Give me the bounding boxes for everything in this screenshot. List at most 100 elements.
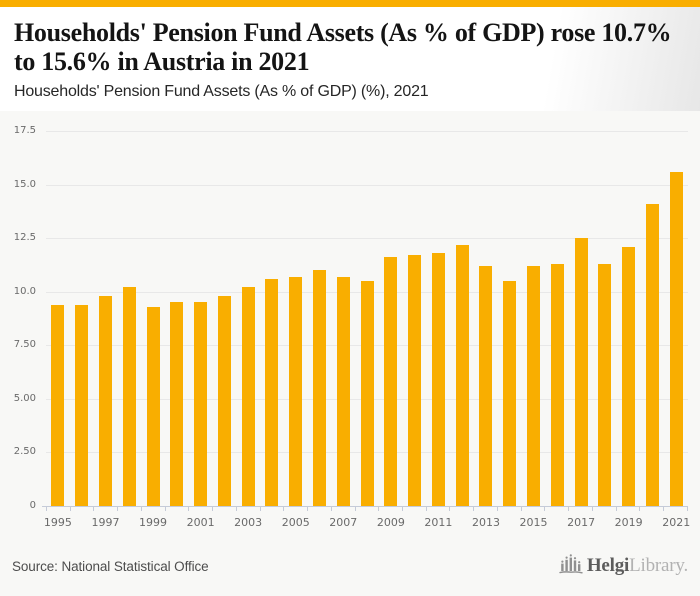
bar-2011[interactable] bbox=[431, 253, 445, 506]
x-tick bbox=[46, 506, 70, 511]
bar-slot-2013 bbox=[474, 131, 498, 506]
bar-2020[interactable] bbox=[645, 203, 659, 506]
bar-2002[interactable] bbox=[217, 296, 231, 506]
x-tick-label: 2011 bbox=[424, 516, 453, 529]
x-label-cell: 2019 bbox=[614, 516, 643, 531]
x-tick bbox=[402, 506, 426, 511]
x-tick-label: 2021 bbox=[662, 516, 691, 529]
x-label-cell: 2005 bbox=[281, 516, 310, 531]
x-tick bbox=[283, 506, 307, 511]
x-tick-label: 1997 bbox=[91, 516, 120, 529]
x-tick bbox=[496, 506, 521, 511]
source-note: Source: National Statistical Office bbox=[12, 558, 209, 574]
bar-2016[interactable] bbox=[550, 263, 564, 506]
y-tick-label: 15.0 bbox=[13, 178, 36, 190]
bar-slot-2003 bbox=[236, 131, 260, 506]
x-label-cell bbox=[165, 516, 189, 531]
y-tick-label: 12.5 bbox=[13, 232, 36, 244]
bar-2017[interactable] bbox=[574, 238, 588, 506]
x-label-cell: 1995 bbox=[43, 516, 72, 531]
x-tick bbox=[117, 506, 141, 511]
x-label-cell: 1997 bbox=[91, 516, 120, 531]
bar-2008[interactable] bbox=[360, 281, 374, 506]
bar-2006[interactable] bbox=[312, 270, 326, 506]
bar-2013[interactable] bbox=[479, 266, 493, 506]
bar-slot-1999 bbox=[141, 131, 165, 506]
bar-1998[interactable] bbox=[122, 287, 136, 506]
top-accent-banner bbox=[0, 0, 700, 7]
x-tick bbox=[663, 506, 688, 511]
bar-2000[interactable] bbox=[170, 302, 184, 506]
x-label-cell bbox=[355, 516, 379, 531]
x-tick-label: 2005 bbox=[281, 516, 310, 529]
bar-slot-2011 bbox=[427, 131, 451, 506]
bar-slot-1995 bbox=[46, 131, 70, 506]
bar-1997[interactable] bbox=[98, 296, 112, 506]
bar-2018[interactable] bbox=[598, 263, 612, 506]
bar-slot-2021 bbox=[664, 131, 688, 506]
bar-2010[interactable] bbox=[408, 255, 422, 506]
x-tick bbox=[544, 506, 568, 511]
bar-slot-2000 bbox=[165, 131, 189, 506]
bar-slot-2012 bbox=[450, 131, 474, 506]
x-tick-label: 2013 bbox=[471, 516, 500, 529]
bar-2021[interactable] bbox=[669, 171, 683, 506]
x-tick-label: 2003 bbox=[234, 516, 263, 529]
x-tick bbox=[354, 506, 379, 511]
x-label-cell: 2017 bbox=[567, 516, 595, 531]
bar-chart: 0 2.50 5.00 7.50 10.0 12.5 15.0 17.5 1995 1997 19… bbox=[0, 111, 700, 540]
bar-2015[interactable] bbox=[527, 266, 541, 506]
bar-slot-2020 bbox=[641, 131, 665, 506]
x-label-cell: 2011 bbox=[424, 516, 453, 531]
bar-2004[interactable] bbox=[265, 278, 279, 506]
bar-2014[interactable] bbox=[503, 281, 517, 506]
x-tick bbox=[639, 506, 663, 511]
bar-slot-1997 bbox=[94, 131, 118, 506]
chart-subtitle: Households' Pension Fund Assets (As % of… bbox=[14, 83, 429, 100]
x-tick-label: 1995 bbox=[43, 516, 72, 529]
bar-slot-2006 bbox=[308, 131, 332, 506]
bar-1996[interactable] bbox=[75, 304, 89, 506]
x-tick bbox=[69, 506, 94, 511]
bar-2003[interactable] bbox=[241, 287, 255, 506]
bar-2007[interactable] bbox=[336, 276, 350, 506]
x-label-cell: 2021 bbox=[662, 516, 691, 531]
x-label-cell: 2013 bbox=[471, 516, 500, 531]
bar-2001[interactable] bbox=[194, 302, 208, 506]
x-axis-labels: 1995 1997 1999 2001 2003 2005 2007 2009 2011 2013… bbox=[43, 516, 691, 531]
bar-2019[interactable] bbox=[622, 246, 636, 506]
x-tick-label: 2001 bbox=[186, 516, 215, 529]
x-tick-label: 2015 bbox=[519, 516, 548, 529]
x-label-cell bbox=[212, 516, 236, 531]
x-label-cell: 2003 bbox=[234, 516, 263, 531]
x-label-cell bbox=[593, 516, 617, 531]
x-label-cell bbox=[70, 516, 94, 531]
x-label-cell bbox=[498, 516, 522, 531]
page-title: Households' Pension Fund Assets (As % of… bbox=[14, 18, 672, 76]
gridline bbox=[46, 184, 688, 186]
y-axis-labels: 0 2.50 5.00 7.50 10.0 12.5 15.0 17.5 bbox=[0, 125, 40, 511]
bar-slot-2017 bbox=[569, 131, 593, 506]
bar-slot-2014 bbox=[498, 131, 522, 506]
helgi-library-logo[interactable]: HelgiLibrary. bbox=[559, 553, 688, 580]
bar-2009[interactable] bbox=[384, 257, 398, 506]
logo-text-primary: Helgi bbox=[586, 555, 630, 576]
x-tick bbox=[615, 506, 640, 511]
x-tick bbox=[259, 506, 284, 511]
bar-1995[interactable] bbox=[51, 304, 65, 506]
x-tick-label: 2007 bbox=[329, 516, 358, 529]
bar-slot-2002 bbox=[212, 131, 236, 506]
y-tick-label: 0 bbox=[29, 500, 36, 511]
y-tick-label: 10.0 bbox=[13, 285, 36, 297]
footer: Source: National Statistical Office bbox=[0, 540, 700, 596]
x-tick bbox=[425, 506, 450, 511]
x-label-cell: 2007 bbox=[329, 516, 358, 531]
bar-chart-icon bbox=[559, 553, 583, 580]
bar-2005[interactable] bbox=[289, 276, 303, 506]
x-tick bbox=[235, 506, 260, 511]
bar-2012[interactable] bbox=[455, 244, 469, 506]
bar-1999[interactable] bbox=[146, 306, 160, 506]
y-tick-label: 17.5 bbox=[13, 125, 36, 136]
x-tick-label: 2019 bbox=[614, 516, 643, 529]
x-label-cell: 2015 bbox=[519, 516, 548, 531]
